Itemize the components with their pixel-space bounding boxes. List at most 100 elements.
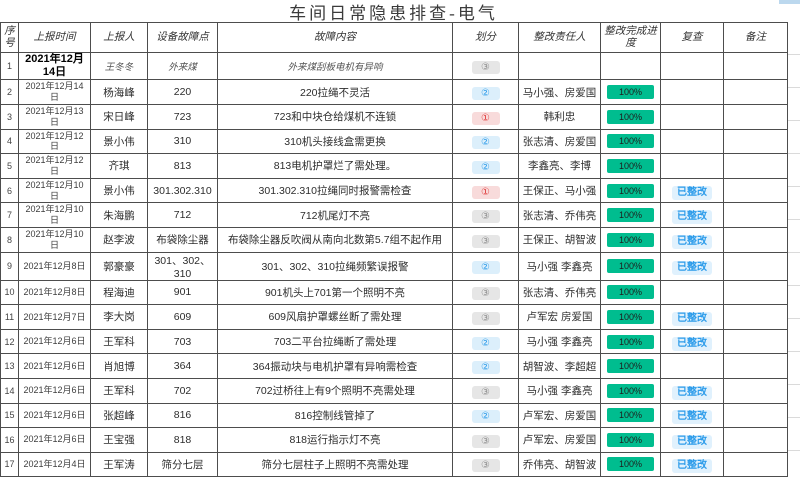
progress-cell[interactable]: 100% — [600, 304, 661, 330]
review-cell[interactable]: 已整改 — [660, 377, 724, 404]
row-number-cell[interactable]: 1 — [0, 51, 19, 81]
fault-content-cell[interactable]: 301、302、310拉绳频繁误报警 — [217, 251, 453, 281]
reporter-cell[interactable]: 朱海鹏 — [90, 202, 148, 228]
level-cell[interactable]: ③ — [452, 427, 519, 453]
report-date-cell[interactable]: 2021年12月10日 — [18, 226, 91, 253]
fault-content-cell[interactable]: 310机头接线盒需更换 — [217, 128, 453, 155]
level-cell[interactable]: ② — [452, 79, 519, 105]
progress-cell[interactable]: 100% — [600, 226, 661, 253]
level-cell[interactable]: ② — [452, 153, 519, 179]
row-number-cell[interactable]: 9 — [0, 251, 19, 281]
reporter-cell[interactable]: 李大岗 — [90, 304, 148, 330]
report-date-cell[interactable]: 2021年12月6日 — [18, 353, 91, 379]
level-cell[interactable]: ① — [452, 177, 519, 204]
report-date-cell[interactable]: 2021年12月12日 — [18, 128, 91, 155]
level-cell[interactable]: ③ — [452, 226, 519, 253]
review-cell[interactable] — [660, 279, 724, 306]
review-cell[interactable]: 已整改 — [660, 328, 724, 355]
device-fault-point-cell[interactable]: 310 — [147, 128, 218, 155]
column-header-content[interactable]: 故障内容 — [217, 22, 453, 53]
device-fault-point-cell[interactable]: 布袋除尘器 — [147, 226, 218, 253]
column-header-progress[interactable]: 整改完成进度 — [600, 22, 661, 53]
fault-content-cell[interactable]: 301.302.310拉绳同时报警需检查 — [217, 177, 453, 204]
report-date-cell[interactable]: 2021年12月7日 — [18, 304, 91, 330]
review-cell[interactable]: 已整改 — [660, 251, 724, 281]
device-fault-point-cell[interactable]: 901 — [147, 279, 218, 306]
device-fault-point-cell[interactable]: 301.302.310 — [147, 177, 218, 204]
report-date-cell[interactable]: 2021年12月10日 — [18, 202, 91, 228]
device-fault-point-cell[interactable]: 364 — [147, 353, 218, 379]
device-fault-point-cell[interactable]: 外来煤 — [147, 51, 218, 81]
owner-cell[interactable]: 马小强、房爱国 — [518, 79, 601, 105]
review-cell[interactable] — [660, 153, 724, 179]
owner-cell[interactable]: 张志清、乔伟亮 — [518, 279, 601, 306]
reporter-cell[interactable]: 王宝强 — [90, 427, 148, 453]
progress-cell[interactable]: 100% — [600, 153, 661, 179]
row-number-cell[interactable]: 5 — [0, 153, 19, 179]
owner-cell[interactable]: 乔伟亮、胡智波 — [518, 451, 601, 477]
owner-cell[interactable]: 马小强 李鑫亮 — [518, 328, 601, 355]
level-cell[interactable]: ③ — [452, 51, 519, 81]
device-fault-point-cell[interactable]: 816 — [147, 402, 218, 429]
report-date-cell[interactable]: 2021年12月6日 — [18, 402, 91, 429]
owner-cell[interactable]: 卢军宏、房爱国 — [518, 427, 601, 453]
reporter-cell[interactable]: 王冬冬 — [90, 51, 148, 81]
progress-cell[interactable]: 100% — [600, 177, 661, 204]
column-header-index[interactable]: 序号 — [0, 22, 19, 53]
progress-cell[interactable]: 100% — [600, 402, 661, 429]
level-cell[interactable]: ② — [452, 328, 519, 355]
row-number-cell[interactable]: 7 — [0, 202, 19, 228]
row-number-cell[interactable]: 17 — [0, 451, 19, 477]
note-cell[interactable] — [723, 103, 788, 130]
owner-cell[interactable]: 李鑫亮、李博 — [518, 153, 601, 179]
reporter-cell[interactable]: 赵李波 — [90, 226, 148, 253]
reporter-cell[interactable]: 杨海峰 — [90, 79, 148, 105]
row-number-cell[interactable]: 11 — [0, 304, 19, 330]
reporter-cell[interactable]: 张超峰 — [90, 402, 148, 429]
row-number-cell[interactable]: 16 — [0, 427, 19, 453]
level-cell[interactable]: ① — [452, 103, 519, 130]
owner-cell[interactable]: 韩利忠 — [518, 103, 601, 130]
note-cell[interactable] — [723, 226, 788, 253]
level-cell[interactable]: ③ — [452, 279, 519, 306]
note-cell[interactable] — [723, 79, 788, 105]
progress-cell[interactable]: 100% — [600, 377, 661, 404]
progress-cell[interactable]: 100% — [600, 202, 661, 228]
device-fault-point-cell[interactable]: 702 — [147, 377, 218, 404]
note-cell[interactable] — [723, 377, 788, 404]
row-number-cell[interactable]: 4 — [0, 128, 19, 155]
fault-content-cell[interactable]: 712机尾灯不亮 — [217, 202, 453, 228]
level-cell[interactable]: ③ — [452, 202, 519, 228]
owner-cell[interactable]: 张志清、乔伟亮 — [518, 202, 601, 228]
review-cell[interactable]: 已整改 — [660, 226, 724, 253]
device-fault-point-cell[interactable]: 712 — [147, 202, 218, 228]
report-date-cell[interactable]: 2021年12月4日 — [18, 451, 91, 477]
review-cell[interactable]: 已整改 — [660, 451, 724, 477]
progress-cell[interactable]: 100% — [600, 451, 661, 477]
note-cell[interactable] — [723, 451, 788, 477]
report-date-cell[interactable]: 2021年12月14日 — [18, 51, 91, 81]
owner-cell[interactable]: 张志清、房爱国 — [518, 128, 601, 155]
note-cell[interactable] — [723, 251, 788, 281]
device-fault-point-cell[interactable]: 609 — [147, 304, 218, 330]
report-date-cell[interactable]: 2021年12月6日 — [18, 427, 91, 453]
device-fault-point-cell[interactable]: 703 — [147, 328, 218, 355]
owner-cell[interactable]: 王保正、胡智波 — [518, 226, 601, 253]
progress-cell[interactable]: 100% — [600, 353, 661, 379]
review-cell[interactable]: 已整改 — [660, 402, 724, 429]
note-cell[interactable] — [723, 427, 788, 453]
reporter-cell[interactable]: 齐琪 — [90, 153, 148, 179]
row-number-cell[interactable]: 3 — [0, 103, 19, 130]
note-cell[interactable] — [723, 153, 788, 179]
fault-content-cell[interactable]: 布袋除尘器反吹阀从南向北数第5.7组不起作用 — [217, 226, 453, 253]
note-cell[interactable] — [723, 353, 788, 379]
row-number-cell[interactable]: 13 — [0, 353, 19, 379]
report-date-cell[interactable]: 2021年12月10日 — [18, 177, 91, 204]
reporter-cell[interactable]: 王军科 — [90, 328, 148, 355]
owner-cell[interactable]: 胡智波、李超超 — [518, 353, 601, 379]
fault-content-cell[interactable]: 筛分七层柱子上照明不亮需处理 — [217, 451, 453, 477]
reporter-cell[interactable]: 景小伟 — [90, 128, 148, 155]
row-number-cell[interactable]: 8 — [0, 226, 19, 253]
row-number-cell[interactable]: 15 — [0, 402, 19, 429]
note-cell[interactable] — [723, 202, 788, 228]
